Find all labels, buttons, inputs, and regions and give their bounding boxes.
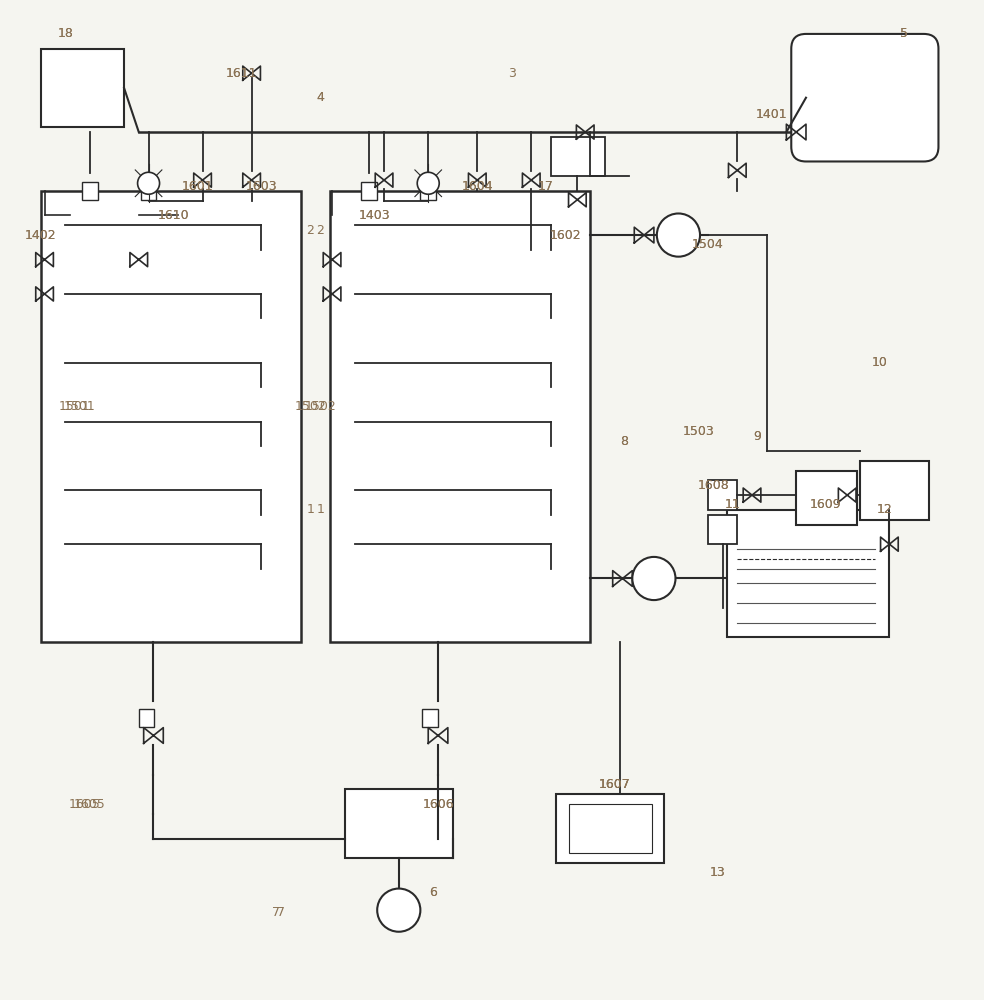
Text: 12: 12	[877, 503, 892, 516]
Text: 1605: 1605	[69, 798, 100, 811]
Text: 1: 1	[316, 503, 324, 516]
Text: 1609: 1609	[810, 498, 841, 511]
Text: 1610: 1610	[157, 209, 189, 222]
Text: 13: 13	[709, 866, 725, 879]
Bar	[569, 804, 652, 853]
Text: 1607: 1607	[599, 778, 631, 791]
FancyBboxPatch shape	[791, 34, 939, 161]
Text: 1501: 1501	[59, 400, 91, 413]
Circle shape	[417, 172, 439, 194]
Text: 1611: 1611	[226, 67, 258, 80]
Text: 5: 5	[900, 27, 908, 40]
Bar	[139, 709, 154, 727]
Circle shape	[633, 557, 675, 600]
Text: 11: 11	[724, 498, 740, 511]
Text: 1402: 1402	[25, 229, 56, 242]
Bar	[551, 137, 605, 176]
Text: 5: 5	[900, 27, 908, 40]
Circle shape	[138, 172, 159, 194]
Text: 1611: 1611	[226, 67, 258, 80]
Text: 1601: 1601	[182, 180, 214, 193]
Text: 1602: 1602	[550, 229, 582, 242]
Text: 6: 6	[429, 886, 437, 899]
Text: 1605: 1605	[74, 798, 105, 811]
Bar	[707, 515, 737, 544]
Circle shape	[377, 889, 420, 932]
Text: 2: 2	[316, 224, 324, 237]
Text: 3: 3	[508, 67, 516, 80]
Text: 1401: 1401	[756, 108, 787, 121]
Text: 1609: 1609	[810, 498, 841, 511]
Text: 7: 7	[277, 906, 285, 919]
Text: 10: 10	[872, 356, 888, 369]
Text: 1606: 1606	[422, 798, 454, 811]
Text: 18: 18	[57, 27, 73, 40]
Text: 13: 13	[709, 866, 725, 879]
Text: 1602: 1602	[550, 229, 582, 242]
Text: 1503: 1503	[682, 425, 714, 438]
Text: 10: 10	[872, 356, 888, 369]
Bar	[40, 191, 301, 642]
Text: 1502: 1502	[304, 400, 337, 413]
Text: 1: 1	[307, 503, 315, 516]
Bar	[860, 461, 929, 520]
Bar	[422, 709, 438, 727]
Bar	[727, 510, 890, 637]
Text: 8: 8	[621, 435, 629, 448]
Text: 17: 17	[538, 180, 554, 193]
Bar	[82, 182, 97, 200]
Text: 1604: 1604	[461, 180, 493, 193]
Text: 7: 7	[273, 906, 280, 919]
Bar	[141, 182, 156, 200]
Bar	[420, 182, 436, 200]
Text: 1603: 1603	[246, 180, 277, 193]
Text: 1606: 1606	[422, 798, 454, 811]
Text: 1502: 1502	[294, 400, 327, 413]
Text: 1403: 1403	[358, 209, 390, 222]
Text: 1608: 1608	[698, 479, 729, 492]
Text: 1504: 1504	[692, 238, 724, 251]
Text: 11: 11	[724, 498, 740, 511]
Text: 1607: 1607	[599, 778, 631, 791]
Text: 6: 6	[429, 886, 437, 899]
Text: 1403: 1403	[358, 209, 390, 222]
Text: 1402: 1402	[25, 229, 56, 242]
Text: 9: 9	[753, 430, 761, 443]
Bar	[707, 480, 737, 510]
Text: 1608: 1608	[698, 479, 729, 492]
Text: 1610: 1610	[157, 209, 189, 222]
Text: 1604: 1604	[461, 180, 493, 193]
Text: 1601: 1601	[182, 180, 214, 193]
Text: 2: 2	[307, 224, 315, 237]
Bar	[796, 471, 857, 525]
Bar	[40, 49, 124, 127]
Bar	[361, 182, 377, 200]
Text: 1603: 1603	[246, 180, 277, 193]
Text: 1607: 1607	[599, 778, 631, 791]
Bar	[330, 191, 590, 642]
Text: 1401: 1401	[756, 108, 787, 121]
Text: 8: 8	[621, 435, 629, 448]
Bar	[556, 794, 664, 863]
Bar	[344, 789, 453, 858]
Text: 4: 4	[316, 91, 324, 104]
Text: 17: 17	[538, 180, 554, 193]
Circle shape	[657, 213, 700, 257]
Text: 4: 4	[316, 91, 324, 104]
Text: 1501: 1501	[64, 400, 95, 413]
Text: 12: 12	[877, 503, 892, 516]
Text: 1504: 1504	[692, 238, 724, 251]
Text: 1503: 1503	[682, 425, 714, 438]
Text: 9: 9	[753, 430, 761, 443]
Text: 18: 18	[57, 27, 73, 40]
